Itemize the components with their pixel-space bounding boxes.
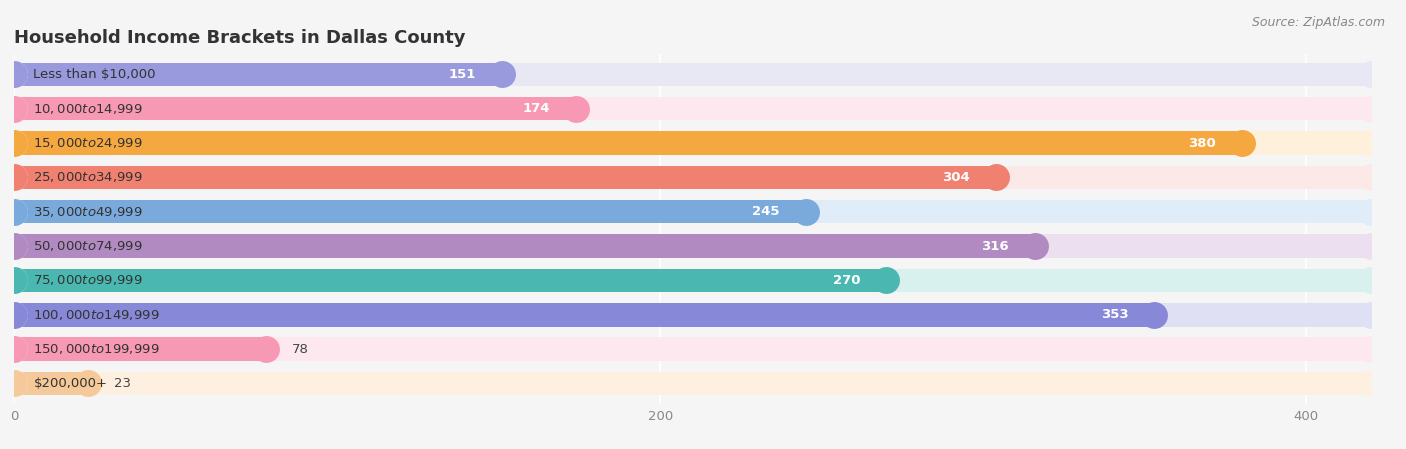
Bar	[14, 372, 89, 395]
Text: Household Income Brackets in Dallas County: Household Income Brackets in Dallas Coun…	[14, 29, 465, 47]
Bar	[14, 132, 1371, 155]
Bar	[14, 338, 266, 361]
Bar	[14, 303, 1154, 326]
Text: 151: 151	[449, 68, 477, 81]
Text: 304: 304	[942, 171, 970, 184]
Text: $150,000 to $199,999: $150,000 to $199,999	[34, 342, 160, 356]
Text: Less than $10,000: Less than $10,000	[34, 68, 156, 81]
Text: 353: 353	[1101, 308, 1129, 321]
Bar	[14, 200, 806, 224]
Text: 380: 380	[1188, 136, 1216, 150]
Bar	[14, 269, 886, 292]
Text: 316: 316	[981, 240, 1010, 253]
Text: $75,000 to $99,999: $75,000 to $99,999	[34, 273, 143, 287]
Text: $50,000 to $74,999: $50,000 to $74,999	[34, 239, 143, 253]
Text: 78: 78	[292, 343, 309, 356]
Bar	[14, 97, 576, 120]
Bar	[14, 132, 1241, 155]
Text: $10,000 to $14,999: $10,000 to $14,999	[34, 102, 143, 116]
Bar	[14, 234, 1035, 258]
Text: $15,000 to $24,999: $15,000 to $24,999	[34, 136, 143, 150]
Bar	[14, 372, 1371, 395]
Text: $35,000 to $49,999: $35,000 to $49,999	[34, 205, 143, 219]
Bar	[14, 338, 1371, 361]
Text: $200,000+: $200,000+	[34, 377, 107, 390]
Text: $100,000 to $149,999: $100,000 to $149,999	[34, 308, 160, 322]
Text: 174: 174	[523, 102, 550, 115]
Text: Source: ZipAtlas.com: Source: ZipAtlas.com	[1251, 16, 1385, 29]
Text: $25,000 to $34,999: $25,000 to $34,999	[34, 171, 143, 185]
Bar	[14, 234, 1371, 258]
Bar	[14, 97, 1371, 120]
Text: 245: 245	[752, 205, 780, 218]
Text: 23: 23	[114, 377, 131, 390]
Text: 270: 270	[832, 274, 860, 287]
Bar	[14, 166, 995, 189]
Bar	[14, 303, 1371, 326]
Bar	[14, 166, 1371, 189]
Bar	[14, 63, 1371, 86]
Bar	[14, 63, 502, 86]
Bar	[14, 200, 1371, 224]
Bar	[14, 269, 1371, 292]
